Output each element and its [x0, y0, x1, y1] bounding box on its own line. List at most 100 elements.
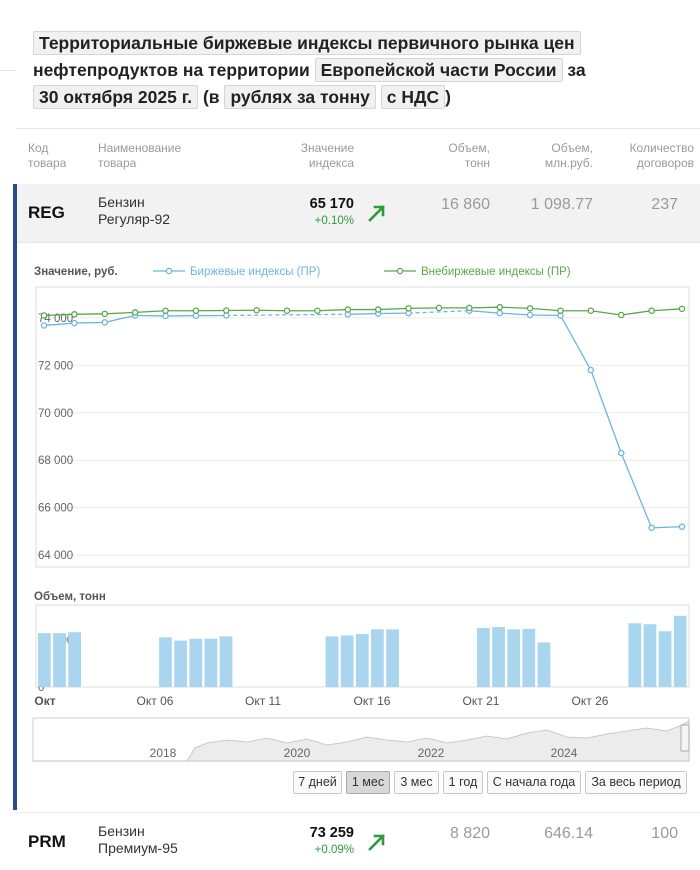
volume-bar[interactable]: [38, 633, 51, 687]
title-open-paren: (в: [202, 87, 220, 107]
otc-point[interactable]: [648, 307, 655, 314]
otc-point[interactable]: [223, 307, 230, 314]
chart-panel: Значение, руб. Биржевые индексы (ПР) Вне…: [17, 242, 700, 812]
otc-point[interactable]: [405, 305, 412, 312]
exchange-point[interactable]: [648, 524, 655, 532]
volume-bar[interactable]: [219, 636, 233, 687]
header-contracts[interactable]: Количество договоров: [629, 141, 694, 170]
volume-bar[interactable]: [189, 638, 203, 687]
date-selector[interactable]: 30 октября 2025 г.: [33, 85, 199, 109]
range-3m-button[interactable]: 3 мес: [394, 771, 439, 794]
series-segment: [347, 312, 379, 315]
volume-bar[interactable]: [537, 642, 551, 687]
volume-bar[interactable]: [477, 627, 490, 687]
otc-point[interactable]: [435, 304, 443, 312]
volume-bar[interactable]: [371, 629, 384, 687]
exchange-point[interactable]: [101, 319, 109, 326]
header-code[interactable]: Код товара: [28, 141, 67, 170]
volume-bar[interactable]: [340, 635, 354, 687]
legend-otc-label: Внебиржевые индексы (ПР): [421, 266, 571, 278]
series-segment: [530, 307, 561, 312]
header-volume-rub[interactable]: Объем, млн.руб.: [544, 141, 593, 170]
navigator-handle[interactable]: [680, 724, 690, 752]
header-value[interactable]: Значение индекса: [300, 141, 354, 170]
volume-bar[interactable]: [628, 623, 642, 687]
range-7d-button[interactable]: 7 дней: [293, 771, 342, 794]
series-segment: [621, 310, 652, 316]
exchange-point[interactable]: [526, 311, 534, 319]
series-segment: [469, 306, 500, 309]
volume-bar[interactable]: [492, 627, 505, 687]
price-series: [40, 303, 686, 532]
volume-bar[interactable]: [159, 637, 172, 687]
volume-bar[interactable]: [673, 615, 687, 687]
table-row-reg[interactable]: REG Бензин Регуляр-92 65 170 +0.10% 16 86…: [16, 184, 700, 242]
otc-point[interactable]: [131, 309, 139, 316]
otc-point[interactable]: [496, 303, 503, 311]
range-ytd-button[interactable]: С начала года: [487, 771, 581, 794]
otc-point[interactable]: [587, 307, 595, 314]
active-row-indicator: [13, 184, 17, 810]
x-tick-label: Окт 26: [572, 694, 609, 708]
unit-selector[interactable]: рублях за тонну: [224, 85, 376, 109]
header-name[interactable]: Наименование товара: [98, 141, 182, 170]
exchange-point[interactable]: [71, 319, 78, 327]
volume-bar[interactable]: [325, 636, 339, 687]
otc-point[interactable]: [71, 311, 78, 318]
otc-point[interactable]: [617, 311, 625, 319]
navigator-year-label: 2022: [418, 746, 445, 760]
exchange-point[interactable]: [587, 366, 595, 374]
exchange-point[interactable]: [40, 322, 48, 329]
otc-point[interactable]: [466, 304, 473, 312]
volume-bar[interactable]: [68, 632, 81, 687]
volume-bar[interactable]: [174, 640, 187, 687]
price-y-tick-label: 72 000: [38, 360, 73, 372]
exchange-point[interactable]: [617, 449, 625, 457]
series-segment: [317, 308, 348, 312]
table-row-prm[interactable]: PRM Бензин Премиум-95 73 259 +0.09% 8 820…: [16, 812, 700, 870]
otc-point[interactable]: [101, 310, 109, 318]
legend-otc[interactable]: Внебиржевые индексы (ПР): [384, 266, 571, 278]
header-volume-t[interactable]: Объем, тонн: [448, 141, 490, 170]
otc-point[interactable]: [192, 307, 200, 314]
volume-bar[interactable]: [386, 629, 399, 687]
volume-y-tick-label: 0: [38, 682, 44, 694]
series-segment: [104, 311, 136, 315]
region-selector[interactable]: Европейской части России: [314, 58, 563, 82]
volume-bar[interactable]: [522, 628, 536, 687]
range-1m-button[interactable]: 1 мес: [346, 771, 390, 794]
otc-point[interactable]: [253, 307, 260, 314]
row-value: 73 259: [309, 825, 354, 841]
series-segment: [408, 310, 470, 314]
otc-point[interactable]: [162, 307, 169, 314]
volume-bar[interactable]: [355, 634, 369, 687]
exchange-point[interactable]: [678, 523, 686, 530]
otc-point[interactable]: [283, 307, 291, 314]
legend-exchange[interactable]: Биржевые индексы (ПР): [153, 266, 320, 278]
range-1y-button[interactable]: 1 год: [443, 771, 483, 794]
otc-point[interactable]: [557, 307, 564, 314]
row-change: +0.09%: [314, 844, 354, 856]
range-all-button[interactable]: За весь период: [585, 771, 687, 794]
volume-bars: [38, 615, 687, 687]
series-segment: [620, 452, 653, 529]
series-segment: [469, 310, 500, 314]
series-segment: [226, 313, 348, 317]
volume-bar[interactable]: [643, 624, 657, 687]
volume-bar[interactable]: [658, 631, 672, 687]
otc-point[interactable]: [678, 305, 686, 313]
exchange-point[interactable]: [162, 312, 169, 320]
x-axis-labels: Окт Окт 06 Окт 11 Окт 16 Окт 21 Окт 26: [34, 694, 608, 708]
otc-point[interactable]: [344, 306, 352, 313]
chart-svg[interactable]: Значение, руб. Биржевые индексы (ПР) Вне…: [17, 243, 700, 769]
vat-selector[interactable]: с НДС: [380, 85, 446, 109]
otc-point[interactable]: [314, 307, 321, 314]
otc-point[interactable]: [526, 305, 534, 312]
exchange-point[interactable]: [496, 309, 503, 317]
volume-bar[interactable]: [53, 633, 66, 687]
otc-point[interactable]: [374, 306, 382, 313]
volume-bar[interactable]: [204, 638, 218, 687]
otc-point[interactable]: [40, 312, 48, 319]
volume-bar[interactable]: [507, 629, 521, 687]
